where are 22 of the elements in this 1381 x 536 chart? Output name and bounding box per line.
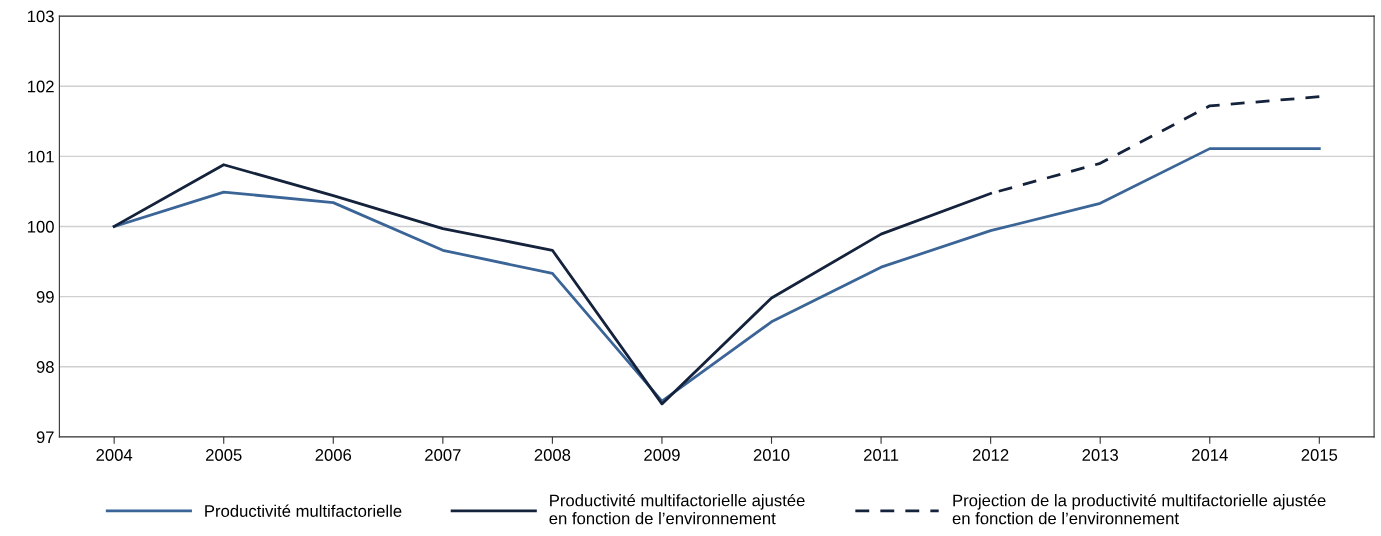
- y-tick-label: 100: [27, 220, 54, 233]
- x-tick-label: 2008: [534, 449, 571, 461]
- x-tick-label: 2012: [972, 449, 1009, 461]
- legend-label: Projection de la productivité multifactorielle ajustée en fonction de l’environnement: [952, 493, 1326, 525]
- y-tick-label: 103: [27, 10, 54, 23]
- y-tick-label: 102: [27, 80, 54, 93]
- x-tick-label: 2004: [96, 449, 133, 461]
- legend-label: Productivité multifactorielle: [205, 504, 402, 517]
- x-tick-label: 2015: [1301, 449, 1338, 461]
- y-tick-label: 99: [36, 290, 54, 303]
- y-tick-label: 101: [27, 150, 54, 163]
- x-tick-label: 2009: [644, 449, 680, 461]
- x-tick-label: 2007: [425, 449, 461, 461]
- y-tick-label: 98: [36, 361, 54, 373]
- x-tick-label: 2006: [315, 449, 352, 461]
- legend-label: Productivité multifactorielle ajustée en fonction de l’environnement: [549, 493, 805, 525]
- x-tick-label: 2014: [1192, 449, 1228, 461]
- y-tick-label: 97: [36, 431, 54, 444]
- x-tick-label: 2013: [1082, 449, 1118, 461]
- x-tick-label: 2005: [206, 449, 242, 461]
- x-tick-label: 2011: [863, 449, 899, 461]
- x-tick-label: 2010: [753, 449, 790, 461]
